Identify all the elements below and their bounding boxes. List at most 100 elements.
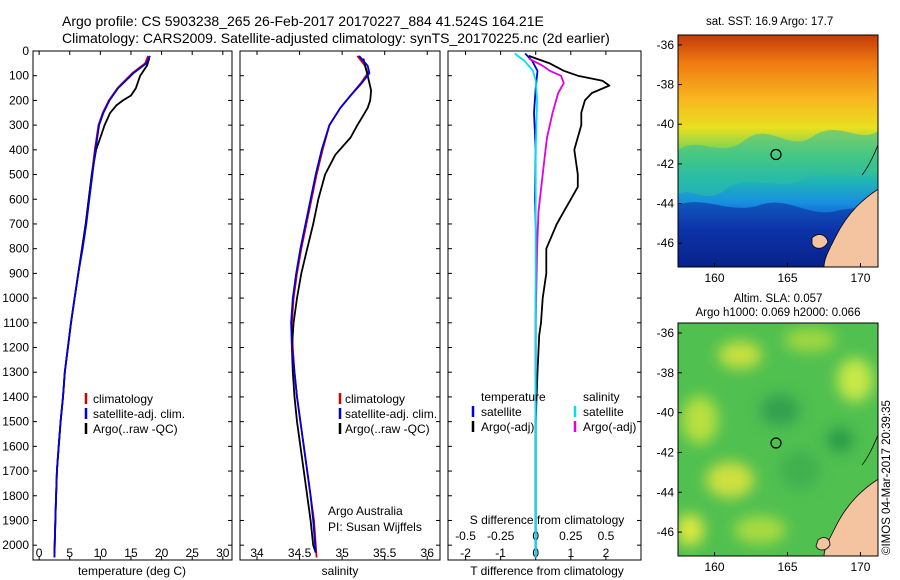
salinity-axis-label: salinity [322,564,359,578]
x-tick-label: 36 [421,546,435,560]
depth-tick-label: 1900 [2,513,29,527]
sla-map-axes: 160 165 170 -36 -38 -40 -42 -44 -46 [657,326,871,574]
legend-sal-argo: Argo(-adj) [583,420,636,434]
temperature-axis-label: temperature (deg C) [78,564,186,578]
map-y-tick-label: -38 [657,78,675,92]
x-tick-label: 15 [124,546,138,560]
x-tick-label: -1 [495,546,506,560]
map-y-tick-label: -42 [657,157,675,171]
map-y-tick-label: -36 [657,326,675,340]
map-y-tick-label: -40 [657,406,675,420]
land-new-zealand [823,188,878,267]
difference-panel-frame [447,50,642,561]
s-diff-tick-label: 0.5 [598,529,615,543]
map-y-tick-label: -46 [657,236,675,250]
x-tick-label: 5 [66,546,73,560]
s-diff-argo-line [528,57,565,373]
map-y-tick-label: -42 [657,445,675,459]
x-tick-label: 34 [250,546,264,560]
sla-map-title: Altim. SLA: 0.057 [734,293,823,305]
profile-lines [53,52,611,558]
x-tick-label: 2 [603,546,610,560]
depth-tick-label: 1600 [2,439,29,453]
temperature-argo-line [53,58,151,553]
sla-map-frame [677,322,879,557]
depth-tick-label: 100 [9,69,29,83]
header-line-1: Argo profile: CS 5903238_265 26-Feb-2017… [62,13,544,29]
depth-tick-label: 0 [22,44,29,58]
depth-tick-label: 1700 [2,464,29,478]
depth-tick-label: 400 [9,143,29,157]
depth-tick-label: 1300 [2,365,29,379]
legend-temp-argo: Argo(-adj) [481,420,534,434]
argo-location-marker [770,148,782,161]
sla-map-subtitle: Argo h1000: 0.069 h2000: 0.066 [696,307,861,319]
salinity-panel-frame [239,50,441,561]
x-tick-label: -2 [460,546,471,560]
depth-tick-label: 500 [9,168,29,182]
x-tick-label: 20 [155,546,169,560]
s-diff-tick-label: 0.25 [559,529,583,543]
map-y-tick-label: -44 [657,485,675,499]
x-tick-label: 10 [94,546,108,560]
x-tick-label: 0 [36,546,43,560]
sst-map-axes: 160 165 170 -36 -38 -40 -42 -44 -46 [657,38,871,285]
s-diff-tick-label: -0.25 [487,529,515,543]
legend-argo: Argo(..raw -QC) [93,422,178,436]
salinity-satellite-line [290,55,371,553]
salinity-legend: climatology satellite-adj. clim. Argo(..… [338,392,437,436]
map-y-tick-label: -38 [657,366,675,380]
depth-tick-label: 900 [9,266,29,280]
legend-temp-satellite: satellite [481,405,522,419]
legend-temperature-title: temperature [481,390,546,404]
legend-satellite-adj: satellite-adj. clim. [93,407,185,421]
depth-tick-label: 1100 [3,316,29,330]
s-diff-tick-label: -0.5 [455,529,476,543]
credit-pi: PI: Susan Wijffels [328,520,422,534]
sst-front [678,130,878,196]
map-x-tick-label: 160 [704,271,724,285]
map-y-tick-label: -36 [657,38,675,52]
legend-argo: Argo(..raw -QC) [345,422,430,436]
imos-timestamp: ©IMOS 04-Mar-2017 20:39:35 [881,400,893,555]
difference-legend: temperature satellite Argo(-adj) salinit… [471,390,636,434]
x-tick-label: 34.5 [288,546,312,560]
s-difference-axis-label: S difference from climatology [470,513,625,527]
temperature-climatology-line [53,55,149,558]
x-tick-label: 35.5 [373,546,397,560]
depth-tick-label: 1500 [2,415,29,429]
t-diff-argo-line [528,55,611,558]
depth-tick-label: 1400 [2,390,29,404]
land-new-zealand [823,478,878,556]
depth-tick-label: 1800 [2,489,29,503]
salinity-argo-line [290,58,373,553]
land-island [811,234,829,249]
temperature-panel-frame [32,50,233,561]
land-island [815,537,831,551]
x-tick-label: 1 [567,546,574,560]
depth-tick-label: 200 [9,93,29,107]
map-x-tick-label: 165 [777,560,797,574]
legend-climatology: climatology [345,392,405,406]
legend-sal-satellite: satellite [583,405,624,419]
legend-satellite-adj: satellite-adj. clim. [345,407,437,421]
salinity-climatology-line [290,55,369,558]
x-tick-label: 25 [186,546,200,560]
sst-map-frame [677,34,879,268]
depth-tick-label: 1000 [2,291,29,305]
credit-org: Argo Australia [328,504,403,518]
depth-axis: 0 100 200 300 400 500 600 700 800 900 1000 1100 1200… [2,44,641,552]
map-x-tick-label: 170 [850,560,870,574]
depth-tick-label: 600 [9,192,29,206]
depth-tick-label: 1200 [2,341,29,355]
coastline [861,433,878,466]
map-x-tick-label: 165 [777,271,797,285]
header-line-2: Climatology: CARS2009. Satellite-adjuste… [62,30,610,46]
sst-map [678,35,878,267]
s-diff-satellite-line [514,52,538,558]
map-y-tick-label: -46 [657,525,675,539]
legend-salinity-title: salinity [583,390,620,404]
depth-tick-label: 2000 [2,538,29,552]
sla-map [678,323,878,556]
